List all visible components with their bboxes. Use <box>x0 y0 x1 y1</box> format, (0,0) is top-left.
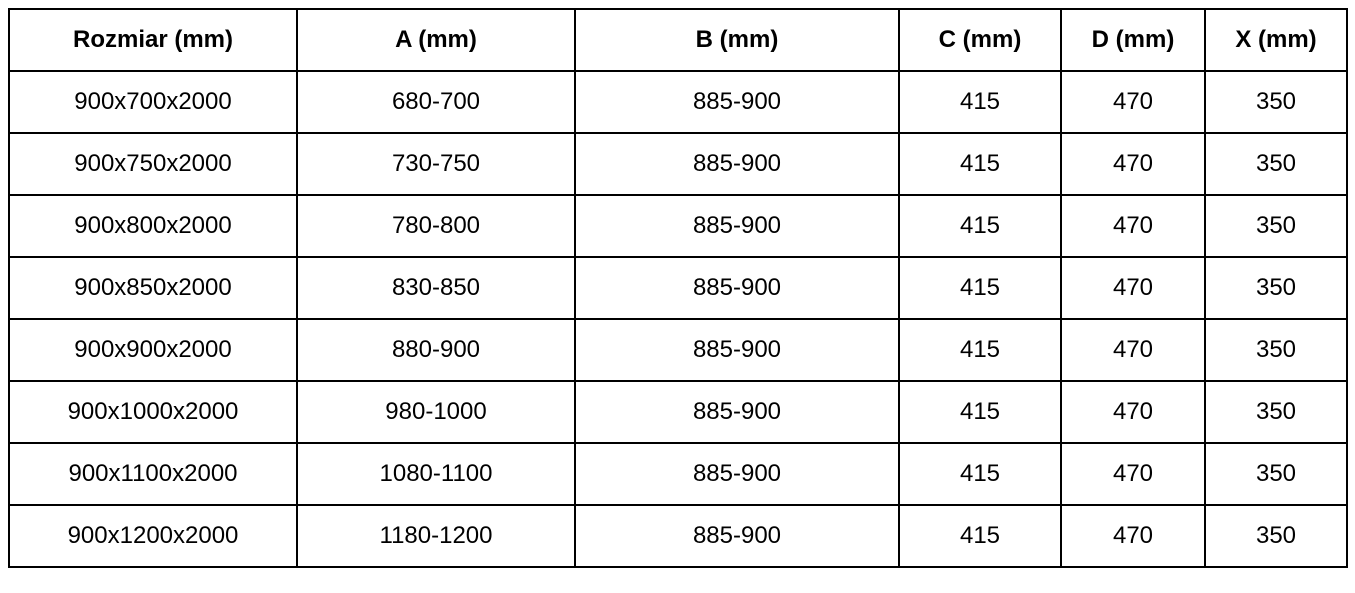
cell-a: 880-900 <box>296 318 576 382</box>
header-row: Rozmiar (mm) A (mm) B (mm) C (mm) D (mm) X (m… <box>8 8 1348 72</box>
cell-c: 415 <box>898 504 1062 568</box>
column-header-size: Rozmiar (mm) <box>8 8 298 72</box>
column-header-c: C (mm) <box>898 8 1062 72</box>
cell-size: 900x1200x2000 <box>8 504 298 568</box>
cell-x: 350 <box>1204 442 1348 506</box>
cell-b: 885-900 <box>574 380 900 444</box>
cell-c: 415 <box>898 132 1062 196</box>
cell-x: 350 <box>1204 318 1348 382</box>
cell-a: 780-800 <box>296 194 576 258</box>
cell-size: 900x700x2000 <box>8 70 298 134</box>
cell-d: 470 <box>1060 380 1206 444</box>
cell-d: 470 <box>1060 504 1206 568</box>
cell-size: 900x850x2000 <box>8 256 298 320</box>
cell-b: 885-900 <box>574 70 900 134</box>
column-header-d: D (mm) <box>1060 8 1206 72</box>
column-header-a: A (mm) <box>296 8 576 72</box>
cell-c: 415 <box>898 70 1062 134</box>
cell-b: 885-900 <box>574 442 900 506</box>
cell-b: 885-900 <box>574 132 900 196</box>
cell-d: 470 <box>1060 70 1206 134</box>
cell-a: 1080-1100 <box>296 442 576 506</box>
cell-size: 900x750x2000 <box>8 132 298 196</box>
cell-a: 1180-1200 <box>296 504 576 568</box>
table-row: 900x1100x2000 1080-1100 885-900 415 470 350 <box>8 442 1348 506</box>
cell-x: 350 <box>1204 70 1348 134</box>
cell-c: 415 <box>898 318 1062 382</box>
cell-b: 885-900 <box>574 318 900 382</box>
cell-size: 900x1000x2000 <box>8 380 298 444</box>
cell-c: 415 <box>898 194 1062 258</box>
cell-size: 900x800x2000 <box>8 194 298 258</box>
cell-b: 885-900 <box>574 504 900 568</box>
cell-x: 350 <box>1204 132 1348 196</box>
cell-size: 900x900x2000 <box>8 318 298 382</box>
table-row: 900x850x2000 830-850 885-900 415 470 350 <box>8 256 1348 320</box>
cell-c: 415 <box>898 442 1062 506</box>
cell-d: 470 <box>1060 194 1206 258</box>
cell-d: 470 <box>1060 256 1206 320</box>
cell-b: 885-900 <box>574 194 900 258</box>
cell-d: 470 <box>1060 442 1206 506</box>
cell-a: 980-1000 <box>296 380 576 444</box>
table-row: 900x800x2000 780-800 885-900 415 470 350 <box>8 194 1348 258</box>
table-row: 900x1000x2000 980-1000 885-900 415 470 350 <box>8 380 1348 444</box>
cell-a: 730-750 <box>296 132 576 196</box>
cell-a: 680-700 <box>296 70 576 134</box>
cell-x: 350 <box>1204 504 1348 568</box>
cell-x: 350 <box>1204 256 1348 320</box>
cell-d: 470 <box>1060 132 1206 196</box>
cell-b: 885-900 <box>574 256 900 320</box>
cell-x: 350 <box>1204 194 1348 258</box>
table-row: 900x900x2000 880-900 885-900 415 470 350 <box>8 318 1348 382</box>
dimensions-table: Rozmiar (mm) A (mm) B (mm) C (mm) D (mm) X (m… <box>8 8 1348 568</box>
cell-c: 415 <box>898 256 1062 320</box>
column-header-b: B (mm) <box>574 8 900 72</box>
cell-x: 350 <box>1204 380 1348 444</box>
cell-d: 470 <box>1060 318 1206 382</box>
cell-size: 900x1100x2000 <box>8 442 298 506</box>
table-row: 900x1200x2000 1180-1200 885-900 415 470 350 <box>8 504 1348 568</box>
table-row: 900x700x2000 680-700 885-900 415 470 350 <box>8 70 1348 134</box>
column-header-x: X (mm) <box>1204 8 1348 72</box>
cell-a: 830-850 <box>296 256 576 320</box>
cell-c: 415 <box>898 380 1062 444</box>
table-row: 900x750x2000 730-750 885-900 415 470 350 <box>8 132 1348 196</box>
